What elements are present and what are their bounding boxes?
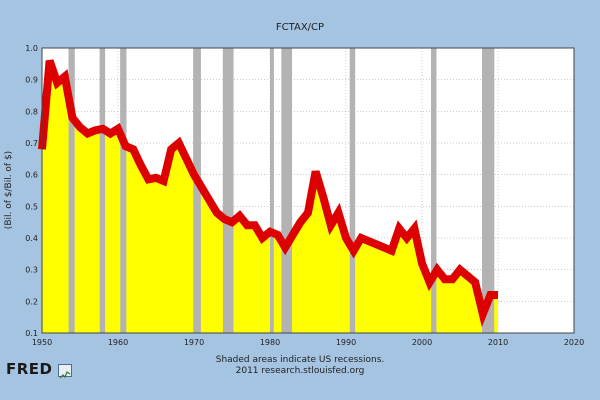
x-tick-label: 1990 (336, 338, 356, 347)
area-fill (42, 48, 498, 333)
x-tick-labels: 1950 1960 1970 1980 1990 2000 2010 2020 (32, 338, 584, 347)
recession-band-overlay-8 (431, 48, 437, 333)
area-polygon (42, 60, 498, 333)
y-tick-label: 0.4 (25, 234, 38, 243)
x-tick-label: 2020 (564, 338, 584, 347)
recession-band-overlay-9 (482, 48, 495, 333)
recession-band-overlay-0 (68, 48, 75, 333)
chart-title: FCTAX/CP (276, 22, 324, 33)
y-tick-label: 0.3 (25, 266, 38, 275)
recession-band-overlay-7 (349, 48, 356, 333)
y-tick-label: 0.9 (25, 76, 38, 85)
y-tick-label: 0.1 (25, 329, 38, 338)
recession-band-overlay-1 (99, 48, 106, 333)
y-tick-label: 0.2 (25, 297, 38, 306)
footer-line-2: 2011 research.stlouisfed.org (235, 366, 365, 376)
y-tick-labels: 0.1 0.2 0.3 0.4 0.5 0.6 0.7 0.8 0.9 1.0 (25, 44, 38, 338)
y-tick-label: 0.5 (25, 202, 38, 211)
recession-band-overlay-2 (120, 48, 127, 333)
x-tick-label: 2010 (488, 338, 508, 347)
recession-band-overlay-5 (270, 48, 274, 333)
series-line (38, 59, 499, 328)
recession-band-overlay-3 (193, 48, 201, 333)
x-tick-label: 1950 (32, 338, 52, 347)
recession-note: Shaded areas indicate US recessions. (0, 355, 600, 366)
y-tick-label: 0.8 (25, 107, 38, 116)
x-tick-label: 1970 (184, 338, 204, 347)
source-note: 2011 research.stlouisfed.org (0, 366, 600, 377)
y-tick-label: 0.6 (25, 171, 38, 180)
fred-sparkline-icon (58, 364, 72, 379)
x-tick-label: 2000 (412, 338, 432, 347)
footer-line-1: Shaded areas indicate US recessions. (215, 355, 385, 365)
y-axis-label: (Bil. of $/Bil. of $) (4, 151, 14, 229)
x-tick-label: 1960 (108, 338, 128, 347)
fred-logo[interactable]: FRED (6, 360, 53, 378)
x-tick-label: 1980 (260, 338, 280, 347)
recession-band-overlay-6 (281, 48, 293, 333)
plot-frame (41, 47, 575, 334)
y-tick-label: 1.0 (25, 44, 38, 53)
recession-band-overlay-4 (222, 48, 234, 333)
y-tick-label: 0.7 (25, 139, 38, 148)
